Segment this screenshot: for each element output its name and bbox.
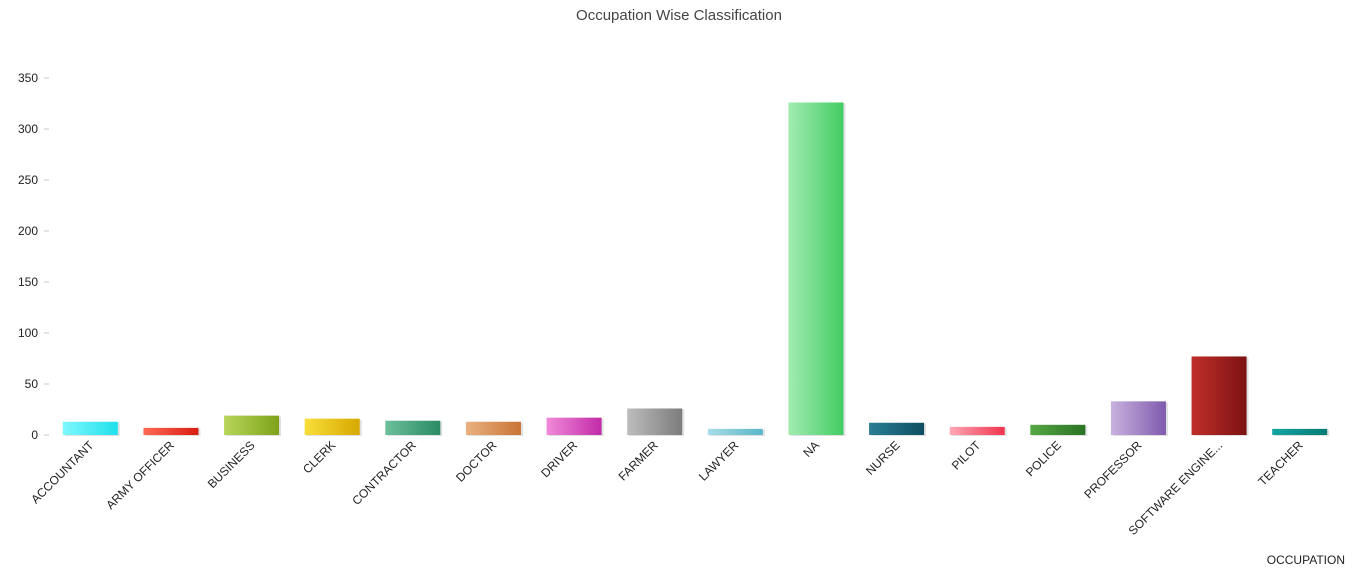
x-tick-label: FARMER (616, 438, 661, 483)
y-tick-label: 150 (18, 275, 38, 289)
x-tick-label: CONTRACTOR (349, 438, 419, 508)
y-tick-label: 0 (31, 428, 38, 442)
y-tick-label: 200 (18, 224, 38, 238)
bar-army-officer[interactable] (143, 427, 199, 435)
chart-title: Occupation Wise Classification (576, 7, 782, 24)
x-tick-label: DRIVER (538, 438, 580, 480)
bar-teacher[interactable] (1272, 428, 1328, 435)
bar-lawyer[interactable] (707, 428, 763, 435)
bar-nurse[interactable] (869, 422, 925, 435)
bar-driver[interactable] (546, 417, 602, 435)
bar-farmer[interactable] (627, 408, 683, 435)
x-tick-label: POLICE (1023, 438, 1064, 479)
bar-business[interactable] (224, 415, 280, 435)
bar-pilot[interactable] (949, 426, 1005, 435)
bars (62, 102, 1330, 436)
bar-professor[interactable] (1110, 401, 1166, 435)
bar-doctor[interactable] (465, 421, 521, 435)
x-tick-label: NA (800, 438, 822, 460)
x-axis: ACCOUNTANT ARMY OFFICER BUSINESS CLERK CONTR… (28, 438, 1306, 538)
x-tick-label: PILOT (949, 438, 984, 473)
x-tick-label: SOFTWARE ENGINE... (1126, 438, 1226, 538)
x-tick-label: CLERK (300, 438, 338, 476)
bar-software-engine[interactable] (1191, 356, 1247, 435)
y-tick-label: 50 (25, 377, 39, 391)
x-tick-label: TEACHER (1255, 438, 1306, 489)
bar-na[interactable] (788, 102, 844, 435)
bar-contractor[interactable] (385, 420, 441, 435)
y-tick-label: 350 (18, 71, 38, 85)
y-axis: 0 50 100 150 200 250 300 350 (18, 71, 49, 442)
x-tick-label: BUSINESS (205, 438, 258, 491)
bar-accountant[interactable] (62, 421, 118, 435)
x-tick-label: ARMY OFFICER (103, 438, 177, 512)
x-tick-label: PROFESSOR (1081, 438, 1144, 501)
y-tick-label: 300 (18, 122, 38, 136)
x-tick-label: LAWYER (696, 438, 742, 484)
x-tick-label: ACCOUNTANT (28, 438, 97, 507)
x-axis-label: OCCUPATION (1267, 553, 1345, 567)
x-tick-label: NURSE (863, 438, 903, 478)
bar-clerk[interactable] (304, 418, 360, 435)
y-tick-label: 100 (18, 326, 38, 340)
x-tick-label: DOCTOR (453, 438, 500, 485)
bar-police[interactable] (1030, 424, 1086, 435)
y-tick-label: 250 (18, 173, 38, 187)
